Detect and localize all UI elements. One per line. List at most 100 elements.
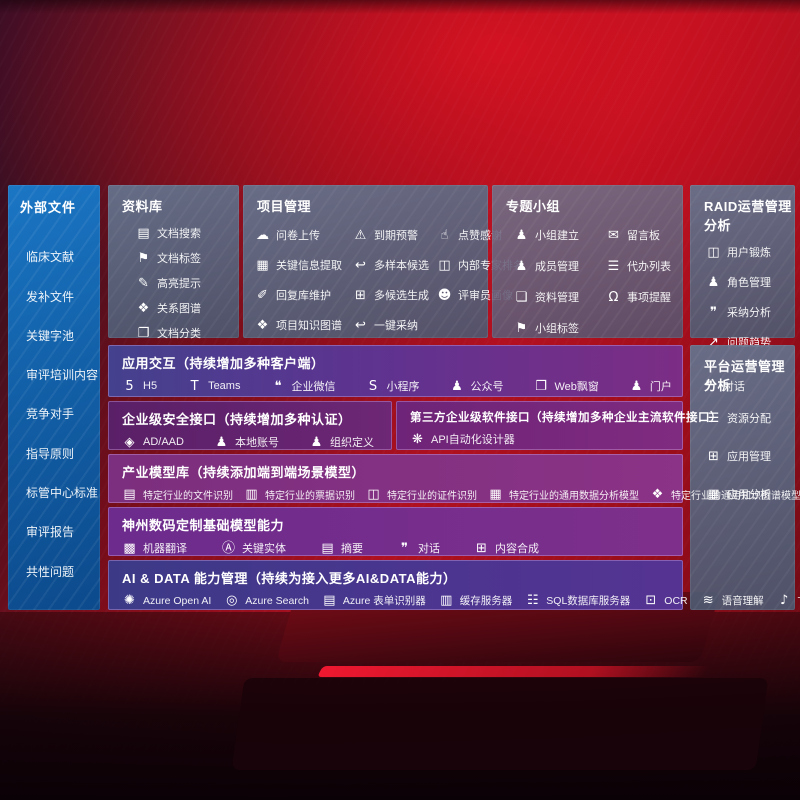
- row-app-interaction: 应用交互（持续增加多种客户端） 5 H5 T Teams ❝ 企业微信 S 小程序 ♟ 公众号 ❐ W…: [108, 345, 745, 397]
- reply-pen-icon: ✐: [257, 287, 268, 303]
- feature-item: ❐ Web飘窗: [533, 378, 599, 394]
- feature-item-label: 特定行业的文件识别: [143, 491, 233, 502]
- feature-item-label: 组织定义: [329, 437, 374, 449]
- openai-icon: ✺: [124, 593, 135, 608]
- feature-item-label: 关系图谱: [157, 303, 201, 315]
- feature-item-label: 资源分配: [727, 413, 771, 425]
- feature-item: ♟ 角色管理: [706, 274, 795, 290]
- sidebar-item-label: 发补文件: [26, 289, 75, 304]
- panel-platform-title: 平台运营管理分析: [704, 359, 786, 393]
- official-account-icon: ♟: [451, 378, 463, 394]
- feature-item: ❞ 采纳分析: [706, 304, 795, 320]
- feature-item: ◈ AD/AAD: [122, 435, 184, 450]
- cloud-upload-icon: ☁: [256, 227, 269, 243]
- sidebar-item-label: 指导原则: [26, 446, 75, 461]
- sql-db-icon: ☷: [526, 593, 539, 608]
- feature-item: ◎ Azure Search: [224, 593, 309, 608]
- sidebar-item: 审评报告: [26, 523, 100, 540]
- sidebar-item: 竞争对手: [26, 405, 100, 422]
- panel-project-items: ☁ 问卷上传 ⚠ 到期预警 ☝ 点赞感谢 ▦ 关键信息提取 ↩ 多样本候选 ◫ 内部专家排名 ✐ 回复库维…: [243, 215, 524, 333]
- org-define-icon: ♟: [310, 434, 323, 450]
- panel-groups-title: 专题小组: [506, 199, 561, 214]
- sidebar-external-files: 外部文件 临床文献 发补文件 关键字池 审评培训内容 竞争对手 指导原则 标管中心标准 审评报…: [8, 185, 100, 610]
- feature-item-label: 应用分析: [727, 489, 771, 501]
- row-foundation-models: 神州数码定制基础模型能力 ▩ 机器翻译 Ⓐ 关键实体 ▤ 摘要 ❞ 对话 ⊞ 内容合成: [108, 507, 683, 556]
- feature-item-label: SQL数据库服务器: [546, 595, 631, 607]
- entity-shield-icon: Ⓐ: [221, 540, 235, 556]
- row-industry-models: 产业模型库（持续添加端到端场景模型） ▤ 特定行业的文件识别 ▥ 特定行业的票据识别 ◫…: [108, 454, 800, 503]
- todo-clipboard-icon: ☰: [607, 258, 620, 274]
- feature-item: T Teams: [187, 379, 241, 394]
- feature-item: ✐ 回复库维护: [255, 287, 353, 303]
- feature-item-label: 用户锻炼: [727, 247, 771, 259]
- feature-item-label: 特定行业的票据识别: [265, 491, 355, 502]
- panel-raid-items: ◫ 用户锻炼 ♟ 角色管理 ❞ 采纳分析 ↗ 问题趋势: [690, 234, 795, 350]
- doc-copy-icon: ❐: [137, 325, 150, 341]
- sidebar-item-label: 审评培训内容: [26, 368, 99, 383]
- panel-special-groups: 专题小组 ♟ 小组建立 ✉ 留言板 ♟ 成员管理 ☰ 代办列表 ❏ 资料管理 Ω 事项提醒 ⚑ 小组标签: [492, 185, 683, 338]
- knowledge-graph-icon: ❖: [256, 317, 269, 333]
- feature-item-label: 缓存服务器: [459, 595, 513, 607]
- ocr-icon: ⊡: [645, 593, 657, 608]
- row-ai-data-title: AI & DATA 能力管理（持续为接入更多AI&DATA能力）: [122, 571, 457, 586]
- feature-item: ♟ 小组建立: [514, 227, 606, 243]
- panel-raid-title: RAID运营管理分析: [704, 199, 792, 233]
- feature-item: ❖ 关系图谱: [136, 300, 239, 316]
- feature-item: ✉ 留言板: [606, 227, 683, 243]
- translate-icon: ▩: [123, 540, 136, 556]
- feature-item: ❖ 特定行业的通用知识图谱模型: [650, 487, 800, 502]
- user-card-icon: ◫: [707, 244, 720, 260]
- feature-item-label: 本地账号: [234, 437, 279, 449]
- summary-doc-icon: ▤: [321, 540, 334, 556]
- feature-item: ☷ SQL数据库服务器: [525, 593, 630, 608]
- resource-list-icon: ☰: [707, 410, 720, 426]
- feature-item: ♟ 本地账号: [214, 434, 279, 450]
- row-enterprise-security-title: 企业级安全接口（持续增加多种认证）: [122, 412, 352, 427]
- feature-item: ❏ 资料管理: [514, 289, 606, 305]
- industry-kg-model-icon: ❖: [651, 487, 664, 502]
- row-app-interaction-items: 5 H5 T Teams ❝ 企业微信 S 小程序 ♟ 公众号 ❐ Web飘窗 ♟ 门户 ❞ 对话: [108, 372, 745, 394]
- thumbs-up-icon: ☝: [440, 227, 449, 243]
- feature-item: ❋ API自动化设计器: [410, 431, 515, 447]
- feature-item: ▥ 缓存服务器: [439, 593, 513, 608]
- ranking-icon: ◫: [438, 257, 451, 273]
- feature-item-label: 内容合成: [495, 543, 539, 555]
- feature-item: ◫ 用户锻炼: [706, 244, 795, 260]
- sidebar-item: 共性问题: [26, 563, 100, 580]
- trend-chart-icon: ↗: [708, 334, 719, 350]
- portal-person-icon: ♟: [630, 378, 643, 394]
- highlight-pen-icon: ✎: [138, 275, 149, 291]
- feature-item: Ⓐ 关键实体: [221, 540, 286, 556]
- cache-server-icon: ▥: [440, 593, 453, 608]
- panel-library: 资料库 ▤ 文档搜索 ⚑ 文档标签 ✎ 高亮提示 ❖ 关系图谱 ❐ 文档分类: [108, 185, 239, 341]
- feature-item-label: 小组标签: [535, 323, 579, 335]
- feature-item: ⚑ 小组标签: [514, 320, 606, 336]
- panel-raid-analysis: RAID运营管理分析 ◫ 用户锻炼 ♟ 角色管理 ❞ 采纳分析 ↗ 问题趋势: [690, 185, 795, 350]
- panel-platform-analysis: 平台运营管理分析 ☰ 资源分配 ⊞ 应用管理 ▦ 应用分析: [690, 345, 795, 610]
- row-foundation-models-items: ▩ 机器翻译 Ⓐ 关键实体 ▤ 摘要 ❞ 对话 ⊞ 内容合成: [108, 534, 683, 556]
- feature-item: ◫ 特定行业的证件识别: [366, 487, 477, 502]
- feature-item-label: Azure 表单识别器: [342, 595, 426, 607]
- feature-item: 5 H5: [122, 379, 157, 394]
- sidebar-item: 标管中心标准: [26, 484, 100, 501]
- feature-item: ♪ TTS: [777, 593, 800, 608]
- feature-item: ❐ 文档分类: [136, 325, 239, 341]
- feature-item: ▤ 文档搜索: [136, 225, 239, 241]
- sidebar-item-label: 共性问题: [26, 564, 75, 579]
- content-compose-icon: ⊞: [476, 540, 487, 556]
- feature-item-label: OCR: [664, 594, 688, 607]
- feature-item: ❞ 对话: [397, 540, 440, 556]
- feature-item-label: Azure Open AI: [143, 594, 212, 607]
- ad-shield-icon: ◈: [124, 434, 135, 450]
- member-add-icon: ♟: [515, 258, 528, 274]
- sidebar-title: 外部文件: [20, 200, 77, 215]
- local-account-icon: ♟: [215, 434, 228, 450]
- feature-item: ⚠ 到期预警: [353, 227, 437, 243]
- feature-item-label: 特定行业的通用数据分析模型: [509, 491, 639, 502]
- feature-item-label: Web飘窗: [554, 381, 599, 393]
- panel-project-management: 项目管理 ☁ 问卷上传 ⚠ 到期预警 ☝ 点赞感谢 ▦ 关键信息提取 ↩ 多样本候选 ◫ 内部专家排名…: [243, 185, 524, 338]
- feature-item-label: 资料管理: [535, 292, 579, 304]
- sidebar-item: 审评培训内容: [26, 366, 100, 383]
- sidebar-item: 发补文件: [26, 288, 100, 305]
- reminder-bell-icon: Ω: [608, 289, 619, 305]
